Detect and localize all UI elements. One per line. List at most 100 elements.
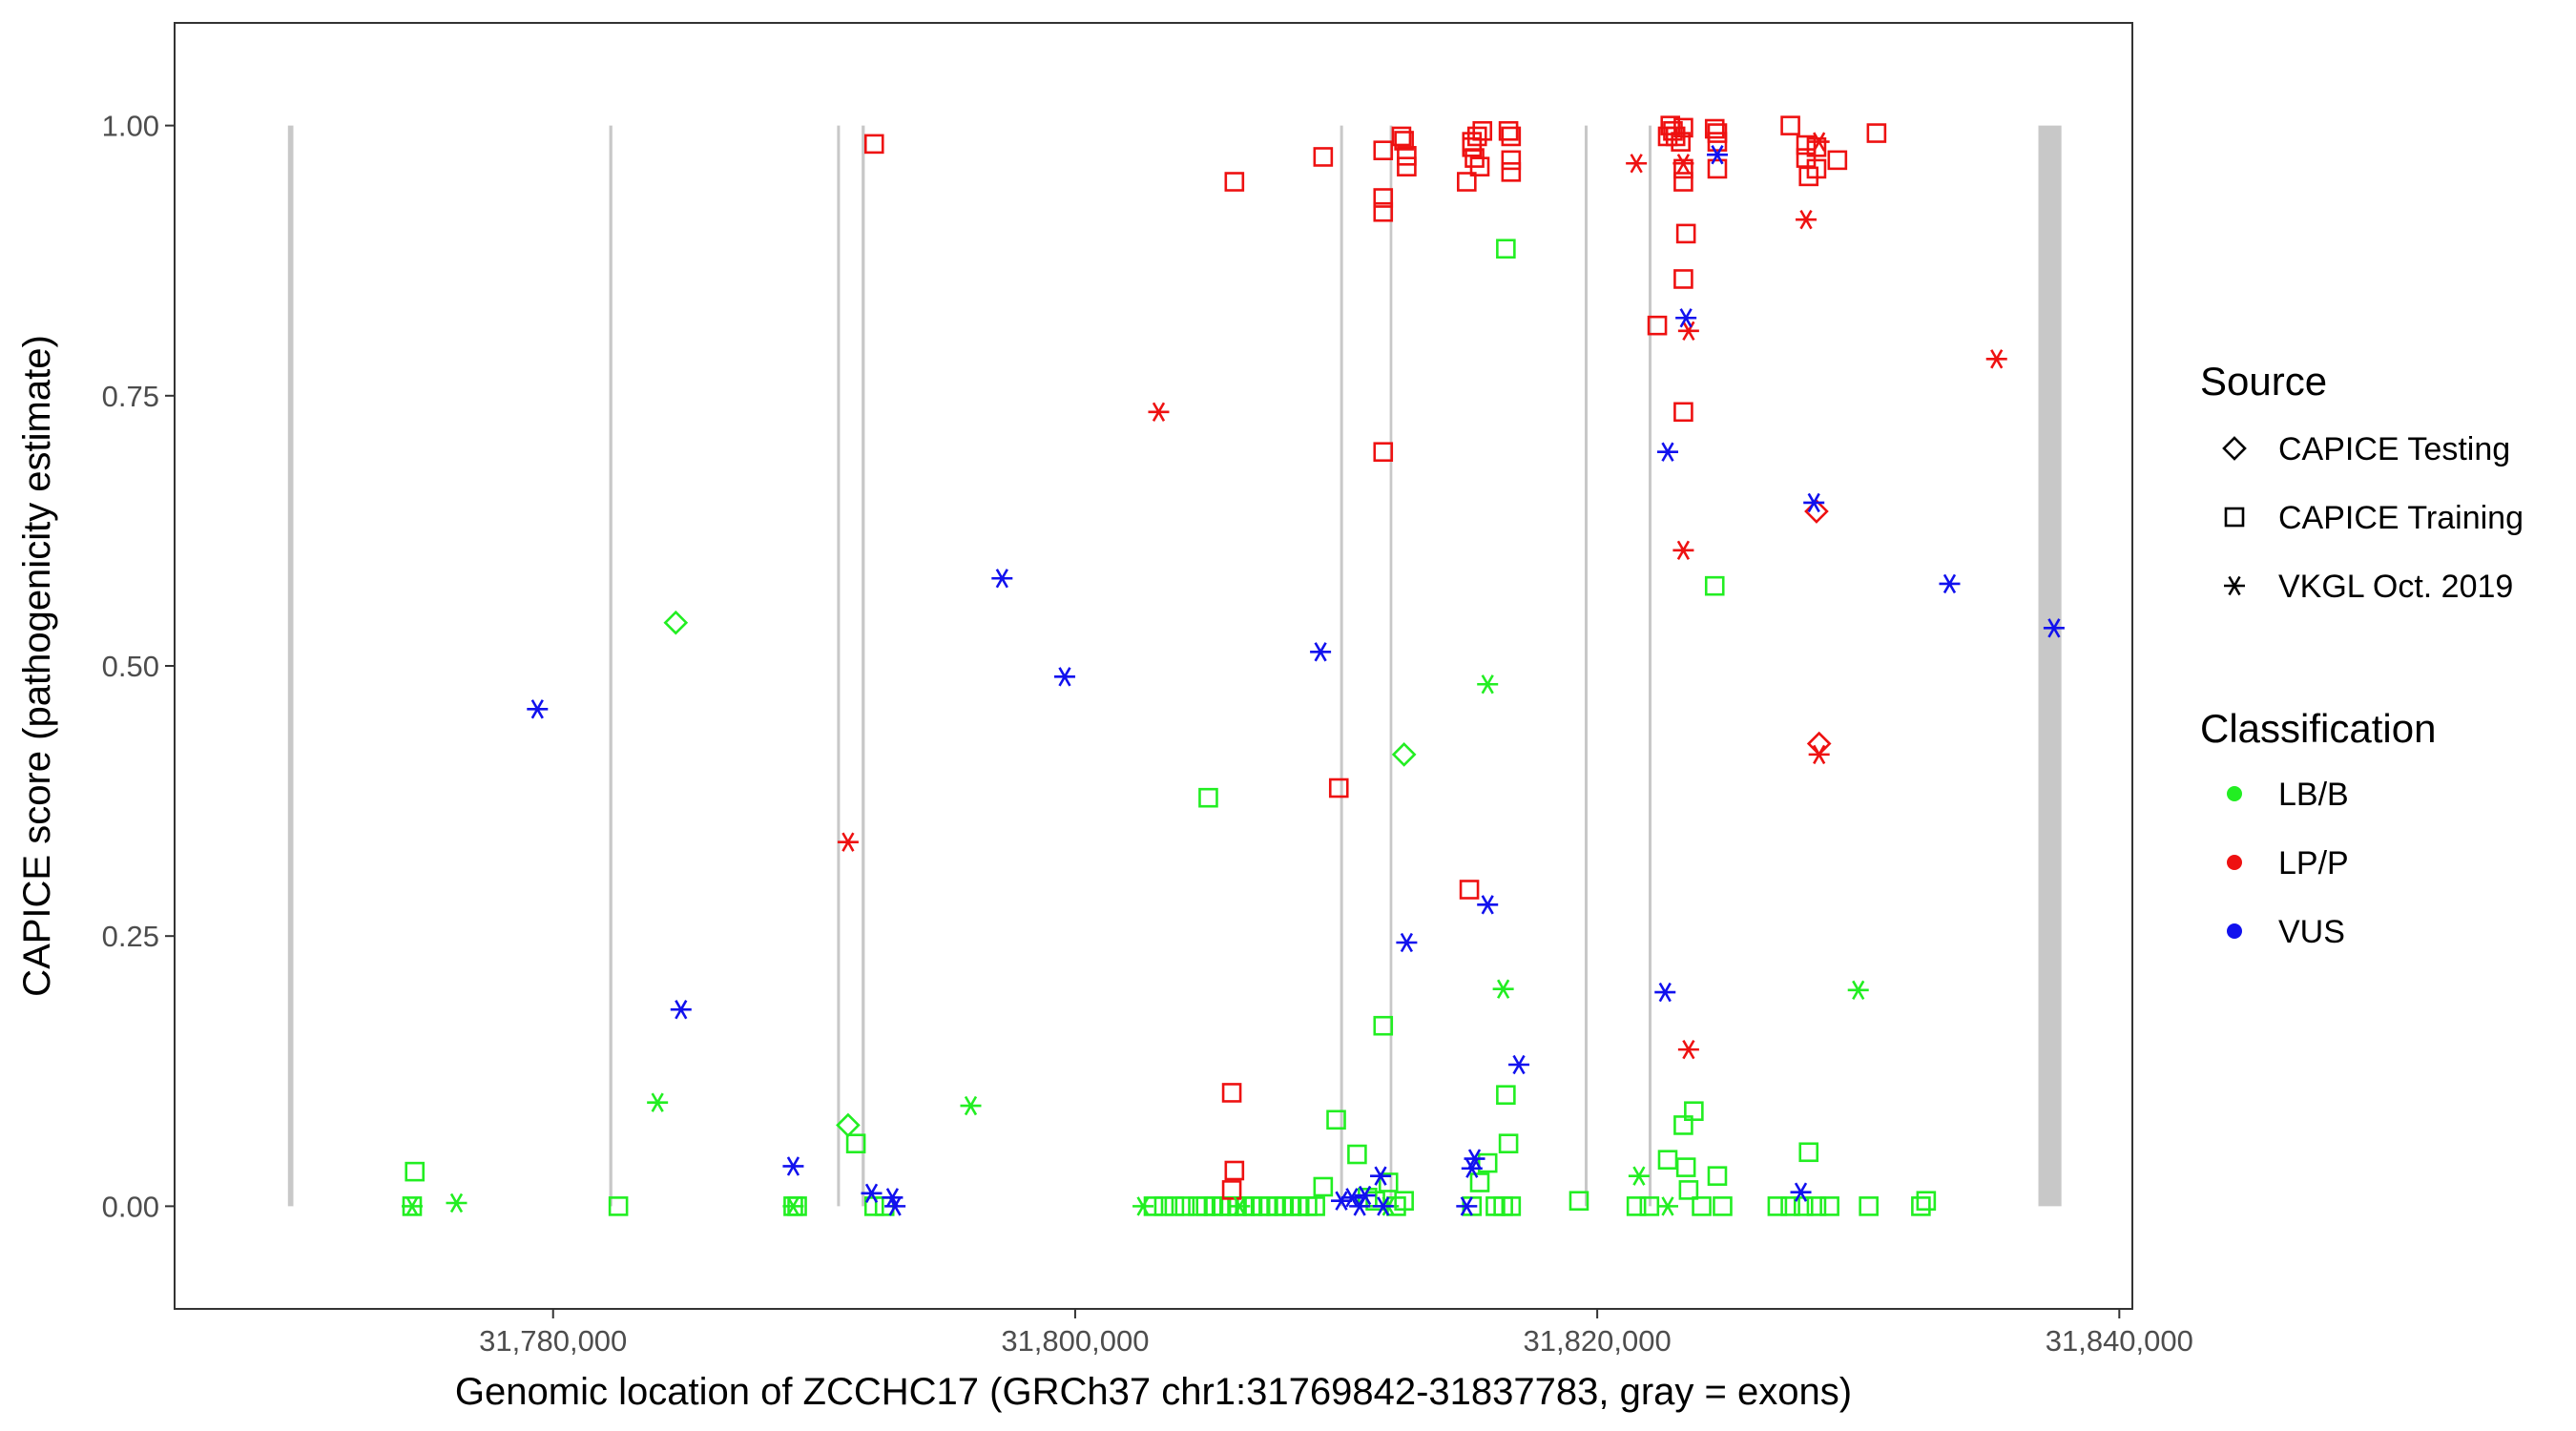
data-point xyxy=(1704,118,1725,139)
legend-classification-title: Classification xyxy=(2200,706,2436,751)
data-point xyxy=(1713,1196,1733,1216)
data-point xyxy=(1477,895,1499,915)
legend-source-items: CAPICE Testing CAPICE Training VKGL Oct. 2… xyxy=(2222,431,2524,605)
data-point xyxy=(1654,982,1676,1003)
legend-classification-items: LB/B LP/P VUS xyxy=(2227,777,2349,950)
data-point xyxy=(1224,1160,1245,1181)
exon-band xyxy=(2038,125,2062,1207)
data-point xyxy=(1626,154,1648,174)
data-point xyxy=(1916,1191,1937,1212)
legend-classification-label: VUS xyxy=(2278,914,2345,950)
data-point xyxy=(1477,674,1499,695)
data-point xyxy=(1796,135,1817,156)
data-point xyxy=(1859,1196,1879,1216)
data-point xyxy=(960,1095,982,1116)
data-point xyxy=(1866,123,1887,143)
data-point xyxy=(670,1000,692,1020)
data-point xyxy=(1340,1188,1362,1208)
data-point xyxy=(845,1133,866,1153)
data-point xyxy=(1373,188,1394,208)
legend: Source CAPICE Testing CAPICE Training VKGL… xyxy=(2200,359,2524,950)
exon-bands xyxy=(287,125,2062,1207)
data-point xyxy=(1672,154,1694,174)
data-point xyxy=(1378,1172,1399,1192)
data-point xyxy=(1508,1054,1530,1075)
data-point xyxy=(405,1161,426,1182)
data-point xyxy=(1677,321,1699,342)
data-point xyxy=(861,1183,883,1203)
data-point xyxy=(1391,742,1417,767)
data-point xyxy=(1326,1110,1346,1130)
data-point xyxy=(1673,269,1693,289)
data-point xyxy=(1656,1196,1678,1216)
x-tick-label: 31,840,000 xyxy=(2046,1324,2193,1358)
legend-source-label: CAPICE Testing xyxy=(2278,431,2510,467)
y-tick-label: 0.50 xyxy=(102,650,159,683)
y-tick-label: 1.00 xyxy=(102,110,159,143)
data-point xyxy=(1501,126,1522,147)
data-points xyxy=(401,115,2065,1216)
data-point xyxy=(1707,1166,1728,1186)
data-point xyxy=(1472,120,1493,141)
data-point xyxy=(1939,573,1961,594)
data-point xyxy=(1310,642,1332,662)
data-point xyxy=(1780,115,1800,135)
data-point xyxy=(1647,315,1668,336)
data-point xyxy=(1501,162,1522,182)
exon-band xyxy=(1584,125,1588,1207)
data-point xyxy=(1673,158,1693,179)
x-tick-label: 31,820,000 xyxy=(1524,1324,1672,1358)
data-point xyxy=(1391,126,1412,147)
data-point xyxy=(527,699,549,719)
data-point xyxy=(1132,1196,1154,1216)
y-axis-label: CAPICE score (pathogenicity estimate) xyxy=(16,335,58,997)
data-point xyxy=(1464,1149,1485,1169)
x-tick-label: 31,780,000 xyxy=(479,1324,627,1358)
data-point xyxy=(1780,1196,1800,1216)
y-tick-label: 0.75 xyxy=(102,380,159,413)
data-point xyxy=(1396,932,1418,953)
data-point xyxy=(1313,147,1334,167)
data-point xyxy=(1796,209,1817,230)
data-point xyxy=(1347,1144,1367,1165)
data-point xyxy=(1229,1196,1251,1216)
data-point xyxy=(1469,1172,1490,1192)
data-point xyxy=(1911,1196,1931,1216)
exon-band xyxy=(1389,125,1393,1207)
data-point xyxy=(1373,201,1394,222)
data-point xyxy=(837,832,859,852)
data-point xyxy=(1692,1196,1712,1216)
data-point xyxy=(1673,1115,1693,1135)
data-point xyxy=(1496,1085,1516,1106)
data-point xyxy=(1673,117,1693,138)
exon-band xyxy=(287,125,294,1207)
data-point xyxy=(1457,172,1477,192)
data-point xyxy=(1501,1196,1522,1216)
x-axis-label: Genomic location of ZCCHC17 (GRCh37 chr1… xyxy=(455,1371,1852,1413)
data-point xyxy=(1198,787,1218,808)
data-point xyxy=(1827,150,1848,171)
data-point xyxy=(1372,1196,1394,1216)
data-point xyxy=(1397,156,1417,176)
data-point xyxy=(1672,540,1694,560)
data-point xyxy=(1808,744,1830,765)
exon-band xyxy=(837,125,841,1207)
data-point xyxy=(1456,1196,1478,1216)
data-point xyxy=(1496,238,1516,259)
data-point xyxy=(1221,1083,1242,1103)
data-point xyxy=(1373,140,1394,160)
data-point xyxy=(663,610,689,635)
data-point xyxy=(1498,120,1519,141)
data-point xyxy=(1492,979,1514,999)
data-point xyxy=(1313,1176,1334,1197)
data-point xyxy=(1373,442,1394,463)
legend-source-label: CAPICE Training xyxy=(2278,500,2524,536)
legend-key-dot xyxy=(2227,923,2242,939)
data-point xyxy=(608,1196,629,1216)
exon-band xyxy=(1649,125,1652,1207)
data-point xyxy=(1707,132,1728,152)
data-point xyxy=(1568,1191,1589,1212)
data-point xyxy=(1330,1191,1352,1211)
data-point xyxy=(884,1196,906,1216)
